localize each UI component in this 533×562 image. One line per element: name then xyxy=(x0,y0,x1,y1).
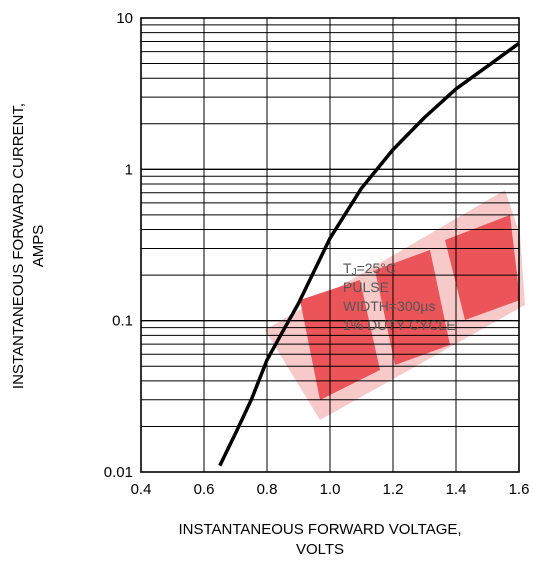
annotation-tj: TJ=25°C xyxy=(343,260,396,278)
x-tick-label: 1.6 xyxy=(509,481,530,498)
x-tick-label: 0.4 xyxy=(131,481,152,498)
series-curve xyxy=(218,41,521,467)
annotation-width: WIDTH=300µs xyxy=(343,298,435,314)
x-tick-label: 1.2 xyxy=(383,481,404,498)
y-tick-label: 10 xyxy=(116,10,133,27)
y-tick-labels: 0.01 0.1 1 10 xyxy=(104,10,133,481)
grid xyxy=(141,18,519,472)
x-axis-title-line1: INSTANTANEOUS FORWARD VOLTAGE, xyxy=(178,521,461,538)
y-axis-title-line2: AMPS xyxy=(30,225,47,268)
x-tick-label: 0.6 xyxy=(194,481,215,498)
y-tick-label: 0.1 xyxy=(112,313,133,330)
x-tick-labels: 0.4 0.6 0.8 1.0 1.2 1.4 1.6 xyxy=(131,481,530,498)
plot-frame xyxy=(140,17,520,473)
test-conditions-annotation: TJ=25°C PULSE WIDTH=300µs 1% DUTY CYCLE xyxy=(343,260,456,333)
y-tick-label: 1 xyxy=(125,161,133,178)
annotation-pulse: PULSE xyxy=(343,279,389,295)
x-tick-label: 0.8 xyxy=(257,481,278,498)
x-tick-label: 1.4 xyxy=(446,481,467,498)
y-tick-label: 0.01 xyxy=(104,464,133,481)
annotation-duty-cycle: 1% DUTY CYCLE xyxy=(343,317,456,333)
x-tick-label: 1.0 xyxy=(320,481,341,498)
y-axis-title-line1: INSTANTANEOUS FORWARD CURRENT, xyxy=(10,103,27,389)
x-axis-title-line2: VOLTS xyxy=(296,541,344,558)
